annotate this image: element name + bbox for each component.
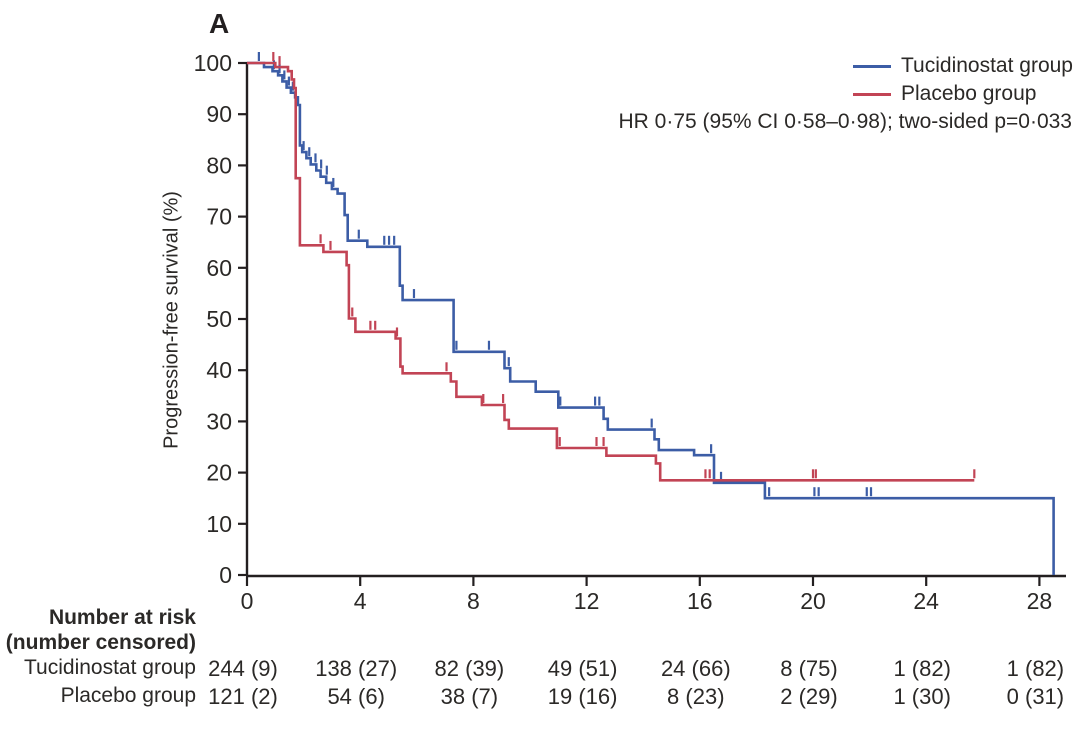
legend-item: Placebo group [853, 80, 1073, 108]
chart-legend: Tucidinostat group Placebo group [853, 52, 1073, 108]
x-tick-label: 16 [687, 588, 713, 614]
legend-label: Tucidinostat group [901, 54, 1073, 77]
y-tick-label: 40 [206, 357, 232, 383]
y-tick-label: 0 [219, 562, 232, 588]
legend-line-swatch [853, 92, 891, 96]
risk-cell: 19 (16) [547, 684, 618, 709]
y-tick-label: 80 [206, 152, 232, 178]
x-tick-label: 4 [354, 588, 367, 614]
x-tick-label: 8 [467, 588, 480, 614]
risk-cell: 121 (2) [208, 684, 278, 709]
risk-row-label: Placebo group [60, 684, 196, 707]
risk-cell: 38 (7) [440, 684, 499, 709]
y-tick-label: 90 [206, 101, 232, 127]
risk-cell: 244 (9) [208, 656, 278, 681]
survival-curve [247, 61, 975, 482]
y-tick-label: 20 [206, 460, 232, 486]
x-tick-label: 20 [800, 588, 826, 614]
risk-cell: 8 (75) [780, 656, 838, 681]
y-tick-label: 100 [194, 50, 232, 76]
legend-item: Tucidinostat group [853, 52, 1073, 80]
hazard-ratio-annotation: HR 0·75 (95% CI 0·58–0·98); two-sided p=… [618, 110, 1073, 133]
x-tick-label: 28 [1027, 588, 1053, 614]
risk-cell: 24 (66) [660, 656, 731, 681]
risk-cell: 138 (27) [315, 656, 398, 681]
risk-table-header-line1: Number at risk [48, 606, 196, 629]
x-tick-label: 12 [574, 588, 600, 614]
risk-cell: 0 (31) [1006, 684, 1065, 709]
risk-cell: 1 (30) [893, 684, 951, 709]
y-tick-label: 60 [206, 255, 232, 281]
risk-cell: 54 (6) [327, 684, 385, 709]
legend-label: Placebo group [901, 82, 1037, 105]
risk-cell: 1 (82) [893, 656, 951, 681]
x-tick-label: 24 [913, 588, 939, 614]
y-tick-label: 70 [206, 204, 232, 230]
legend-line-swatch [853, 64, 891, 68]
survival-curve [247, 61, 1055, 575]
y-axis-title: Progression-free survival (%) [160, 191, 183, 449]
x-tick-label: 0 [241, 588, 254, 614]
risk-cell: 49 (51) [547, 656, 618, 681]
risk-cell: 1 (82) [1006, 656, 1065, 681]
risk-cell: 2 (29) [780, 684, 838, 709]
y-tick-label: 30 [206, 408, 232, 434]
risk-row-label: Tucidinostat group [24, 656, 196, 679]
risk-cell: 8 (23) [667, 684, 725, 709]
panel-label: A [209, 8, 230, 39]
risk-cell: 82 (39) [434, 656, 505, 681]
y-tick-label: 10 [206, 511, 232, 537]
risk-table-header-line2: (number censored) [5, 631, 196, 654]
y-tick-label: 50 [206, 306, 232, 332]
